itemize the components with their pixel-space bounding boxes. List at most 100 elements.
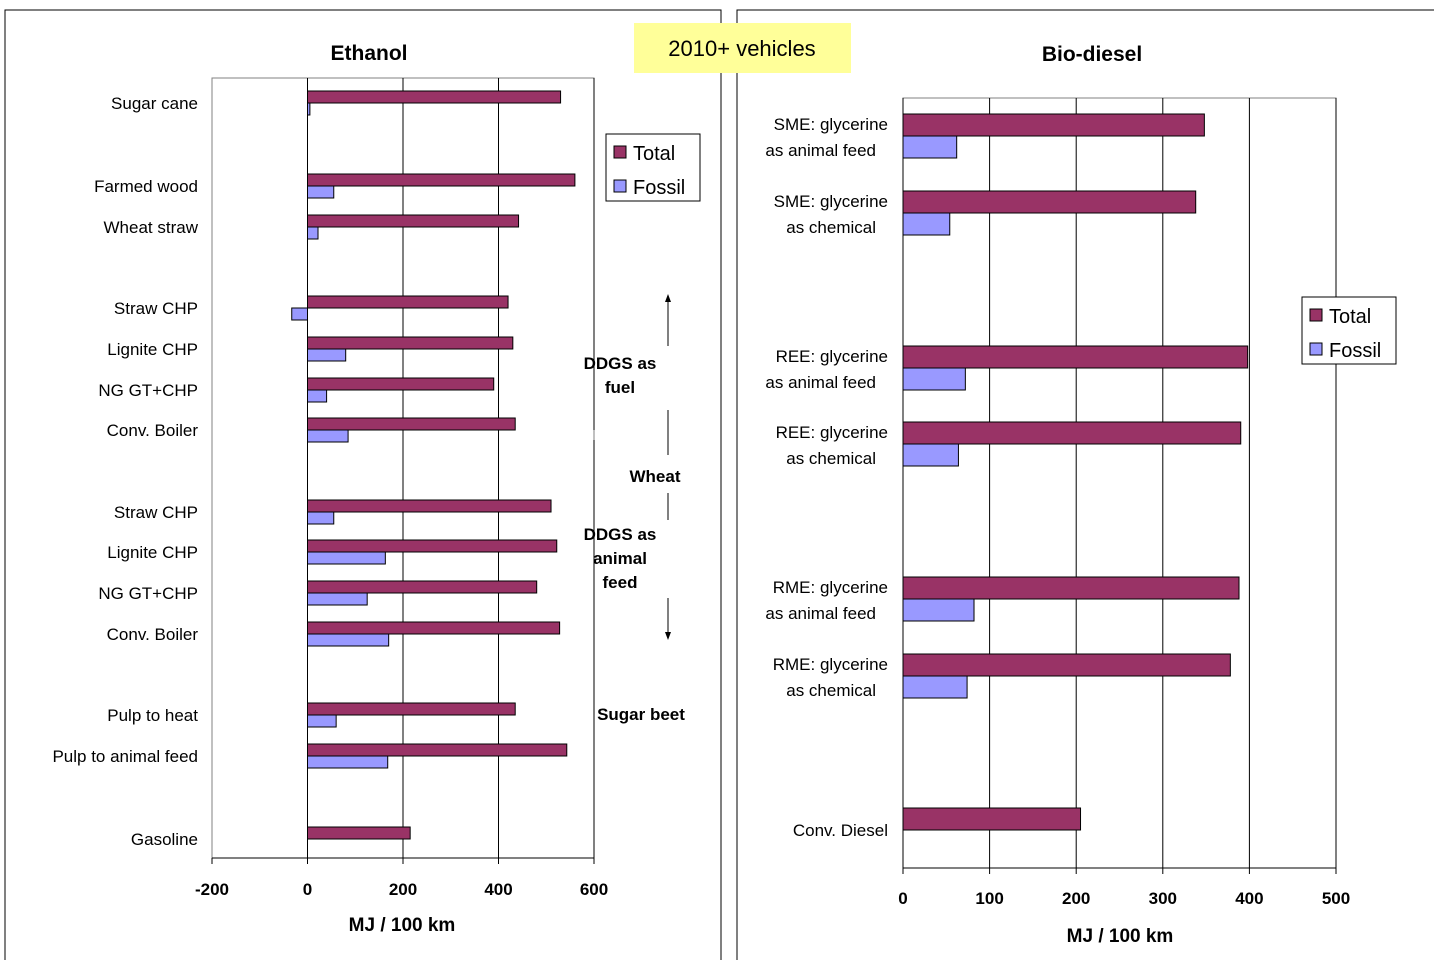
bar-fossil (307, 348, 347, 362)
category-label: Straw CHP (114, 299, 198, 318)
category-label: Gasoline (131, 830, 198, 849)
bar-fossil (902, 367, 966, 391)
wheat-bracket-arrow (665, 294, 671, 640)
ethanol-gridlines (211, 78, 595, 864)
bar-total (307, 214, 520, 228)
tick-label: 400 (484, 880, 512, 899)
bar-fossil (902, 135, 958, 159)
bar-total (307, 580, 538, 594)
biodiesel-category-labels: SME: glycerine as animal feed SME: glyceri… (765, 115, 888, 840)
category-label: NG GT+CHP (98, 381, 198, 400)
legend-total-label: Total (1329, 306, 1371, 328)
bar-total (307, 295, 509, 309)
bar-fossil (291, 307, 308, 321)
biodiesel-legend: Total Fossil (1301, 296, 1397, 365)
bar-total (307, 743, 568, 757)
bar-fossil (307, 714, 337, 728)
annotation-wheat: Wheat (630, 467, 681, 486)
category-label: Pulp to animal feed (52, 747, 198, 766)
legend-total-label: Total (633, 143, 675, 165)
legend-total-swatch (613, 145, 627, 159)
category-label: Sugar cane (111, 94, 198, 113)
ethanol-x-axis-title: MJ / 100 km (349, 915, 456, 936)
category-label: RME: glycerine (773, 655, 888, 674)
bar-total (902, 653, 1231, 677)
category-label: as animal feed (765, 373, 876, 392)
bar-fossil (307, 511, 335, 525)
bar-total (307, 539, 558, 553)
ethanol-panel: Sugar cane Farmed wood Wheat straw Straw CH… (4, 9, 722, 960)
annotation-ddgs-fuel-line2: fuel (605, 378, 635, 397)
tick-label: 600 (580, 880, 608, 899)
biodiesel-plot-area (902, 97, 1337, 869)
bar-fossil (307, 429, 349, 443)
category-label: as animal feed (765, 141, 876, 160)
category-label: Lignite CHP (107, 543, 198, 562)
legend-fossil-label: Fossil (633, 177, 685, 199)
legend-fossil-swatch (613, 179, 627, 193)
bar-fossil (902, 675, 968, 699)
vehicles-banner: 2010+ vehicles (634, 23, 851, 73)
category-label: as animal feed (765, 604, 876, 623)
bar-fossil (902, 598, 975, 622)
bar-total (902, 345, 1249, 369)
bar-fossil (307, 102, 311, 116)
tick-label: 0 (303, 880, 312, 899)
bar-total (307, 173, 576, 187)
bar-total (307, 702, 516, 716)
category-label: Conv. Boiler (107, 421, 199, 440)
biodiesel-bars (902, 113, 1249, 831)
ethanol-tick-labels: -200 0 200 400 600 (195, 880, 608, 899)
category-label: as chemical (786, 681, 876, 700)
biodiesel-tick-labels: 0 100 200 300 400 500 (898, 889, 1350, 908)
bar-total (307, 377, 495, 391)
banner-background (634, 23, 851, 73)
tick-label: 500 (1322, 889, 1350, 908)
tick-label: 100 (975, 889, 1003, 908)
legend-total-swatch (1309, 308, 1323, 322)
bar-fossil (307, 633, 390, 647)
biodiesel-panel: SME: glycerine as animal feed SME: glyceri… (736, 9, 1434, 960)
category-label: Conv. Diesel (793, 821, 888, 840)
bar-fossil (307, 551, 386, 565)
annotation-ddgs-fuel-line1: DDGS as (584, 354, 657, 373)
ethanol-legend: Total Fossil (605, 133, 701, 202)
category-label: SME: glycerine (774, 192, 888, 211)
biodiesel-gridlines (902, 98, 1337, 874)
annotation-ddgs-feed-line1: DDGS as (584, 525, 657, 544)
category-label: Straw CHP (114, 503, 198, 522)
ethanol-category-labels: Sugar cane Farmed wood Wheat straw Straw CH… (52, 94, 198, 849)
category-label: Wheat straw (104, 218, 199, 237)
bar-fossil (902, 212, 951, 236)
tick-label: 200 (1062, 889, 1090, 908)
bar-total (902, 576, 1240, 600)
bar-total (307, 499, 552, 513)
category-label: RME: glycerine (773, 578, 888, 597)
banner-text: 2010+ vehicles (668, 36, 815, 61)
bar-fossil (902, 443, 959, 467)
ethanol-title: Ethanol (331, 42, 408, 65)
bar-total (902, 113, 1205, 137)
bar-fossil (307, 185, 335, 199)
category-label: as chemical (786, 449, 876, 468)
ethanol-bars (291, 90, 576, 840)
category-label: NG GT+CHP (98, 584, 198, 603)
bar-total (307, 826, 411, 840)
biodiesel-x-axis-title: MJ / 100 km (1067, 926, 1174, 947)
biodiesel-title: Bio-diesel (1042, 43, 1142, 66)
category-label: REE: glycerine (776, 423, 888, 442)
bar-fossil (307, 592, 368, 606)
legend-fossil-label: Fossil (1329, 340, 1381, 362)
tick-label: 0 (898, 889, 907, 908)
bar-fossil (307, 226, 319, 240)
legend-fossil-swatch (1309, 342, 1323, 356)
category-label: Pulp to heat (107, 706, 198, 725)
category-label: Conv. Boiler (107, 625, 199, 644)
bar-total (902, 190, 1197, 214)
category-label: Farmed wood (94, 177, 198, 196)
annotation-sugar-beet: Sugar beet (597, 705, 685, 724)
category-label: as chemical (786, 218, 876, 237)
bar-total (902, 421, 1242, 445)
annotation-ddgs-feed-line3: feed (603, 573, 638, 592)
